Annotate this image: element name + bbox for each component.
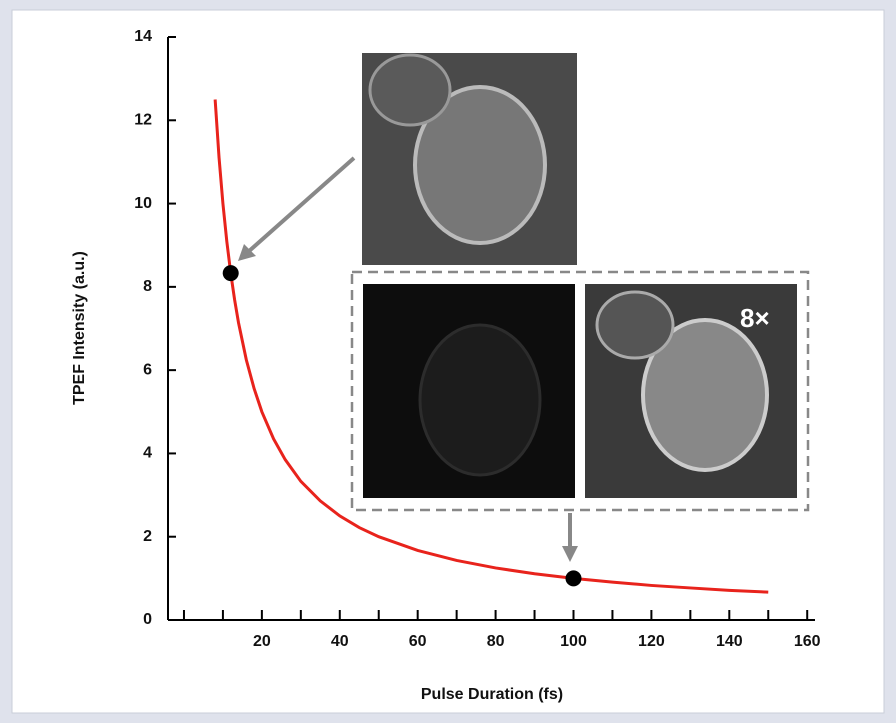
arrowhead xyxy=(562,546,578,562)
x-tick-label: 120 xyxy=(638,633,665,650)
dashed-box xyxy=(350,270,810,512)
x-tick-label: 80 xyxy=(487,633,505,650)
y-tick-label: 12 xyxy=(134,112,152,129)
axes: 0 2 4 6 8 10 12 14 20 40 60 80 100 120 140 160 xyxy=(134,28,820,650)
image-detail xyxy=(368,53,452,127)
x-tick-label: 40 xyxy=(331,633,349,650)
images: 8× xyxy=(350,53,810,512)
arrow xyxy=(246,156,356,254)
arrows xyxy=(238,156,578,562)
image-detail xyxy=(418,323,542,477)
y-tick-label: 0 xyxy=(143,611,152,628)
y-tick-label: 6 xyxy=(143,361,152,378)
data-point xyxy=(222,265,239,282)
x-tick-label: 160 xyxy=(794,633,821,650)
y-tick-label: 14 xyxy=(134,28,152,45)
image-detail xyxy=(595,290,675,360)
x-tick-label: 20 xyxy=(253,633,271,650)
y-tick-label: 10 xyxy=(134,195,152,212)
arrowhead xyxy=(238,244,256,261)
x-tick-label: 100 xyxy=(560,633,587,650)
data-point xyxy=(565,570,582,587)
x-axis-label: Pulse Duration (fs) xyxy=(421,686,563,703)
image-detail xyxy=(641,318,769,472)
annotation: 8× xyxy=(740,303,770,333)
x-tick-label: 60 xyxy=(409,633,427,650)
y-axis-label: TPEF Intensity (a.u.) xyxy=(71,251,88,405)
y-tick-label: 8 xyxy=(143,278,152,295)
y-tick-label: 2 xyxy=(143,528,152,545)
y-tick-label: 4 xyxy=(143,445,152,462)
curve xyxy=(213,99,769,594)
x-tick-label: 140 xyxy=(716,633,743,650)
image-detail xyxy=(413,85,547,245)
